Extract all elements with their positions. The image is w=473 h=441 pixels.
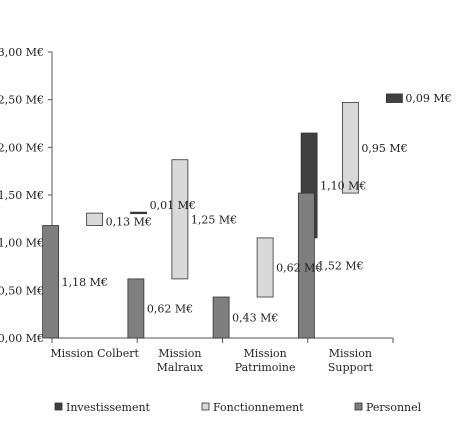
y-tick-label: 2,00 M€ <box>0 141 44 154</box>
data-label: 0,09 M€ <box>405 92 451 105</box>
bar-personnel <box>212 296 230 339</box>
data-label: 0,43 M€ <box>232 312 278 325</box>
data-label: 1,18 M€ <box>62 276 108 289</box>
x-category-label: Mission Support <box>328 347 374 374</box>
bar-investissement <box>385 93 403 103</box>
data-label: 1,25 M€ <box>191 213 237 226</box>
y-tick-label: 2,50 M€ <box>0 94 44 107</box>
y-tick-label: 3,00 M€ <box>0 46 44 59</box>
y-tick-label: 1,50 M€ <box>0 189 44 202</box>
legend-label-fonctionnement: Fonctionnement <box>213 401 304 414</box>
bar-personnel <box>127 278 145 339</box>
bar-fonctionnement <box>86 212 104 226</box>
x-category-label: Mission Malraux <box>157 347 204 374</box>
legend-swatch-personnel <box>354 402 363 411</box>
data-label: 0,01 M€ <box>150 199 196 212</box>
y-tick-label: 0,50 M€ <box>0 284 44 297</box>
y-tick-label: 0,00 M€ <box>0 332 44 345</box>
x-category-label: Mission Patrimoine <box>235 347 296 374</box>
data-label: 0,62 M€ <box>147 302 193 315</box>
legend-label-investissement: Investissement <box>66 401 151 414</box>
bar-personnel <box>42 225 60 339</box>
y-tick-label: 1,00 M€ <box>0 237 44 250</box>
data-label: 0,62 M€ <box>276 261 322 274</box>
data-label: 0,95 M€ <box>361 142 407 155</box>
data-label: 0,13 M€ <box>106 215 152 228</box>
data-label: 1,10 M€ <box>320 179 366 192</box>
bar-fonctionnement <box>341 102 359 194</box>
legend-swatch-fonctionnement <box>201 402 210 411</box>
legend-label-personnel: Personnel <box>366 401 422 414</box>
bar-investissement <box>130 211 148 215</box>
legend-swatch-investissement <box>54 402 63 411</box>
data-label: 1,52 M€ <box>317 260 363 273</box>
x-category-label: Mission Colbert <box>50 347 139 360</box>
bar-fonctionnement <box>171 159 189 280</box>
bar-fonctionnement <box>256 237 274 298</box>
bar-personnel <box>297 192 315 339</box>
